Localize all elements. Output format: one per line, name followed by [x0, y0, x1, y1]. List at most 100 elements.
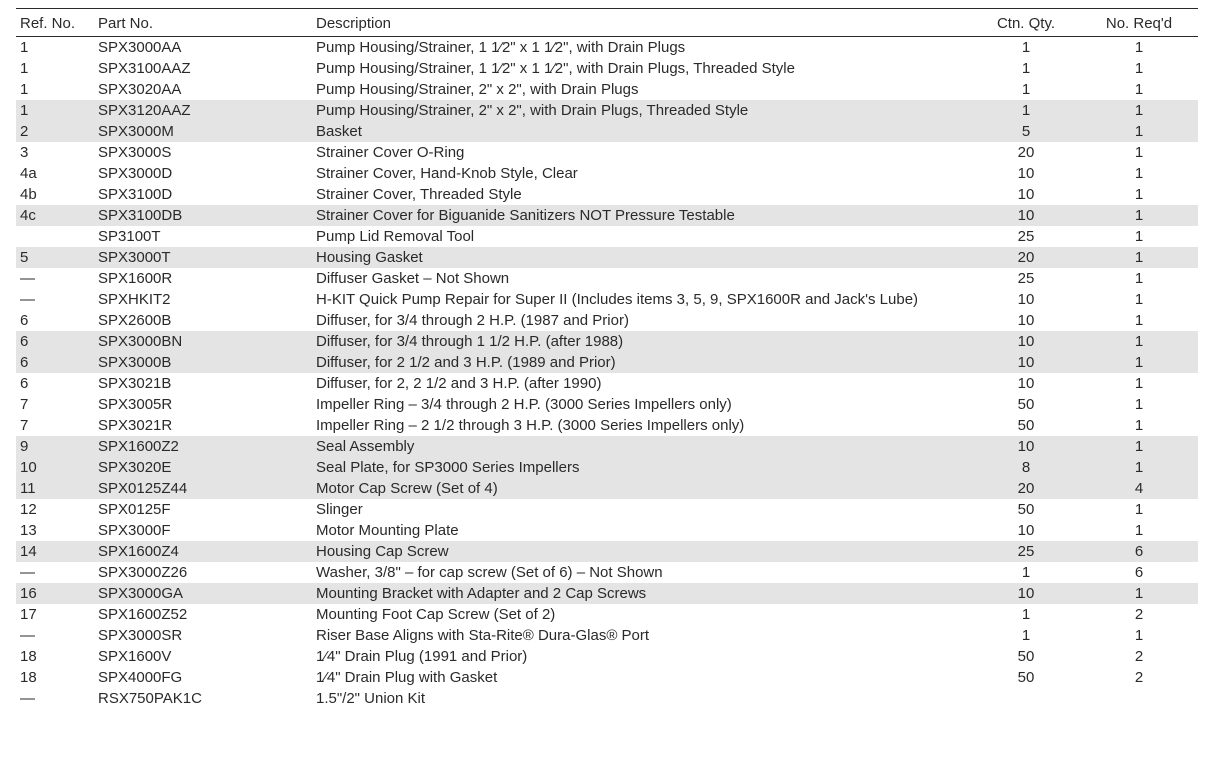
cell-ref-no: — [16, 289, 94, 310]
cell-ref-no: 12 [16, 499, 94, 520]
cell-part-no: SPXHKIT2 [94, 289, 312, 310]
cell-ctn-qty: 10 [972, 205, 1080, 226]
cell-ref-no: 7 [16, 394, 94, 415]
cell-description: Impeller Ring – 3/4 through 2 H.P. (3000… [312, 394, 972, 415]
cell-description: Slinger [312, 499, 972, 520]
cell-description: Mounting Bracket with Adapter and 2 Cap … [312, 583, 972, 604]
table-row: 6SPX3000BNDiffuser, for 3/4 through 1 1/… [16, 331, 1198, 352]
cell-description: Pump Lid Removal Tool [312, 226, 972, 247]
cell-ctn-qty: 25 [972, 226, 1080, 247]
cell-ctn-qty: 10 [972, 436, 1080, 457]
cell-ref-no: 18 [16, 646, 94, 667]
table-row: 6SPX3021BDiffuser, for 2, 2 1/2 and 3 H.… [16, 373, 1198, 394]
cell-description: Motor Cap Screw (Set of 4) [312, 478, 972, 499]
cell-ctn-qty: 10 [972, 163, 1080, 184]
cell-no-reqd: 2 [1080, 604, 1198, 625]
cell-no-reqd: 1 [1080, 625, 1198, 646]
cell-ref-no: 17 [16, 604, 94, 625]
cell-no-reqd: 1 [1080, 436, 1198, 457]
cell-ref-no: 14 [16, 541, 94, 562]
header-part-no: Part No. [94, 9, 312, 37]
cell-no-reqd: 1 [1080, 37, 1198, 59]
table-row: 18SPX1600V1⁄4" Drain Plug (1991 and Prio… [16, 646, 1198, 667]
cell-part-no: RSX750PAK1C [94, 688, 312, 709]
cell-no-reqd: 1 [1080, 415, 1198, 436]
cell-ref-no: 1 [16, 58, 94, 79]
table-row: 1SPX3100AAZPump Housing/Strainer, 1 1⁄2"… [16, 58, 1198, 79]
cell-ref-no: 4a [16, 163, 94, 184]
cell-ref-no: — [16, 562, 94, 583]
cell-no-reqd: 1 [1080, 457, 1198, 478]
cell-part-no: SPX1600V [94, 646, 312, 667]
cell-ctn-qty: 1 [972, 100, 1080, 121]
cell-no-reqd: 1 [1080, 373, 1198, 394]
cell-part-no: SPX3000BN [94, 331, 312, 352]
cell-description: Strainer Cover for Biguanide Sanitizers … [312, 205, 972, 226]
cell-part-no: SPX3000D [94, 163, 312, 184]
cell-part-no: SPX3000T [94, 247, 312, 268]
header-no-reqd: No. Req'd [1080, 9, 1198, 37]
table-row: 13SPX3000FMotor Mounting Plate101 [16, 520, 1198, 541]
cell-part-no: SPX1600Z2 [94, 436, 312, 457]
cell-no-reqd: 1 [1080, 163, 1198, 184]
header-ctn-qty: Ctn. Qty. [972, 9, 1080, 37]
cell-ctn-qty: 10 [972, 289, 1080, 310]
cell-ref-no: 10 [16, 457, 94, 478]
cell-no-reqd: 1 [1080, 520, 1198, 541]
cell-ref-no: 7 [16, 415, 94, 436]
cell-part-no: SPX3100AAZ [94, 58, 312, 79]
cell-part-no: SPX3000F [94, 520, 312, 541]
table-row: 1SPX3000AAPump Housing/Strainer, 1 1⁄2" … [16, 37, 1198, 59]
table-row: —SPX3000Z26Washer, 3/8" – for cap screw … [16, 562, 1198, 583]
cell-ctn-qty: 50 [972, 415, 1080, 436]
table-row: 7SPX3021RImpeller Ring – 2 1/2 through 3… [16, 415, 1198, 436]
cell-part-no: SPX3100DB [94, 205, 312, 226]
cell-part-no: SPX3000Z26 [94, 562, 312, 583]
cell-ref-no: 16 [16, 583, 94, 604]
cell-no-reqd: 1 [1080, 352, 1198, 373]
cell-part-no: SPX3000M [94, 121, 312, 142]
table-row: 12SPX0125FSlinger501 [16, 499, 1198, 520]
cell-description: Pump Housing/Strainer, 1 1⁄2" x 1 1⁄2", … [312, 37, 972, 59]
table-row: 4cSPX3100DBStrainer Cover for Biguanide … [16, 205, 1198, 226]
cell-part-no: SPX3021B [94, 373, 312, 394]
cell-ctn-qty: 20 [972, 247, 1080, 268]
cell-ctn-qty: 10 [972, 310, 1080, 331]
cell-no-reqd: 1 [1080, 205, 1198, 226]
cell-part-no: SPX3000GA [94, 583, 312, 604]
cell-description: Impeller Ring – 2 1/2 through 3 H.P. (30… [312, 415, 972, 436]
cell-no-reqd: 1 [1080, 289, 1198, 310]
cell-part-no: SPX3100D [94, 184, 312, 205]
cell-ctn-qty [972, 688, 1080, 709]
cell-ref-no: 11 [16, 478, 94, 499]
table-row: 2SPX3000MBasket51 [16, 121, 1198, 142]
cell-ctn-qty: 25 [972, 268, 1080, 289]
cell-ref-no: — [16, 268, 94, 289]
cell-ctn-qty: 20 [972, 478, 1080, 499]
cell-description: 1⁄4" Drain Plug (1991 and Prior) [312, 646, 972, 667]
cell-part-no: SPX0125Z44 [94, 478, 312, 499]
cell-ctn-qty: 50 [972, 667, 1080, 688]
parts-table-body: 1SPX3000AAPump Housing/Strainer, 1 1⁄2" … [16, 37, 1198, 710]
cell-no-reqd: 1 [1080, 184, 1198, 205]
table-row: 9SPX1600Z2Seal Assembly101 [16, 436, 1198, 457]
cell-ctn-qty: 10 [972, 583, 1080, 604]
table-row: 4bSPX3100DStrainer Cover, Threaded Style… [16, 184, 1198, 205]
cell-ref-no [16, 226, 94, 247]
table-row: 16SPX3000GAMounting Bracket with Adapter… [16, 583, 1198, 604]
table-row: 6SPX3000BDiffuser, for 2 1/2 and 3 H.P. … [16, 352, 1198, 373]
cell-ref-no: — [16, 625, 94, 646]
table-row: 17SPX1600Z52Mounting Foot Cap Screw (Set… [16, 604, 1198, 625]
cell-no-reqd: 1 [1080, 583, 1198, 604]
table-row: 4aSPX3000DStrainer Cover, Hand-Knob Styl… [16, 163, 1198, 184]
cell-description: Housing Cap Screw [312, 541, 972, 562]
cell-ctn-qty: 20 [972, 142, 1080, 163]
cell-ctn-qty: 8 [972, 457, 1080, 478]
cell-part-no: SPX3000S [94, 142, 312, 163]
table-row: —SPX3000SRRiser Base Aligns with Sta-Rit… [16, 625, 1198, 646]
cell-description: Strainer Cover, Hand-Knob Style, Clear [312, 163, 972, 184]
cell-no-reqd: 6 [1080, 541, 1198, 562]
cell-no-reqd: 1 [1080, 79, 1198, 100]
table-row: 18SPX4000FG1⁄4" Drain Plug with Gasket50… [16, 667, 1198, 688]
cell-ctn-qty: 5 [972, 121, 1080, 142]
